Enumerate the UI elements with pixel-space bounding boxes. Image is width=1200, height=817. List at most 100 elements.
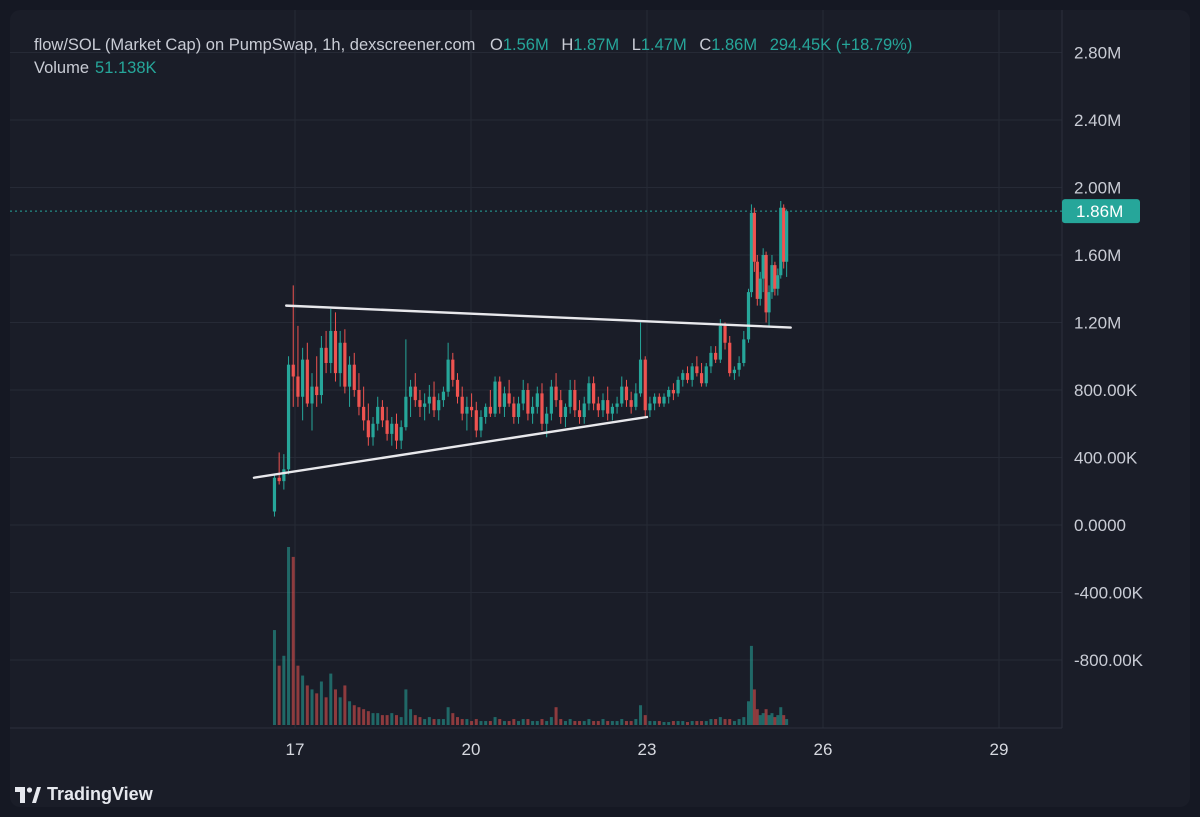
candle-body — [577, 410, 582, 417]
candle — [301, 347, 305, 421]
candle-body — [737, 363, 741, 370]
candle — [277, 452, 281, 485]
volume-bar — [690, 721, 694, 725]
volume-bar — [704, 721, 708, 725]
candle-body — [770, 265, 774, 293]
candle-body — [479, 417, 483, 431]
volume-bar — [662, 722, 666, 725]
candle-body — [742, 339, 746, 363]
volume-bar — [764, 709, 768, 725]
candle-body — [653, 396, 657, 404]
volume-bar — [695, 721, 699, 725]
candle-body — [746, 292, 751, 340]
volume-label: Volume — [34, 59, 90, 77]
volume-bars — [272, 547, 789, 725]
candle — [767, 285, 771, 326]
volume-bar — [742, 717, 746, 725]
volume-bar — [606, 721, 610, 725]
volume-bar — [380, 715, 384, 725]
candle — [380, 400, 385, 428]
candle-body — [676, 379, 680, 394]
candle — [773, 261, 777, 296]
candle-body — [681, 373, 685, 380]
candle — [718, 319, 722, 363]
candle-body — [634, 393, 638, 407]
volume-bar — [488, 721, 492, 725]
volume-bar — [357, 707, 361, 725]
tradingview-brand[interactable]: TradingView — [15, 784, 153, 805]
y-tick-label: 2.80M — [1074, 44, 1121, 63]
volume-bar — [752, 689, 756, 725]
volume-bar — [761, 713, 765, 725]
low-label: L — [631, 36, 641, 54]
volume-bar — [404, 689, 408, 725]
volume-bar — [348, 701, 352, 725]
candle — [357, 373, 361, 416]
candle-body — [535, 393, 539, 407]
candle — [329, 309, 333, 374]
candle — [521, 379, 525, 411]
candle-body — [465, 406, 469, 414]
volume-bar — [540, 719, 544, 725]
volume-bar — [409, 709, 413, 725]
candle-body — [662, 396, 666, 404]
candle — [540, 383, 544, 431]
candle-body — [399, 427, 403, 441]
volume-bar — [437, 719, 441, 725]
volume-bar — [526, 719, 530, 725]
candle-body — [573, 390, 577, 411]
volume-bar — [535, 721, 539, 725]
candle-body — [451, 359, 455, 380]
candle-body — [549, 386, 553, 414]
candle-body — [776, 275, 780, 289]
candle — [662, 393, 666, 407]
candle-body — [563, 406, 568, 417]
volume-bar — [366, 711, 370, 725]
candle — [488, 390, 492, 417]
candle-body — [723, 325, 727, 343]
brand-name: TradingView — [47, 784, 153, 804]
candle — [465, 396, 469, 431]
candle-body — [638, 359, 643, 394]
candle-body — [315, 386, 319, 396]
candle-body — [488, 406, 492, 414]
candle — [451, 352, 455, 387]
candle-body — [671, 390, 675, 394]
candle-body — [277, 477, 281, 482]
candle-body — [643, 359, 647, 411]
candle-body — [521, 390, 525, 404]
y-tick-label: 2.40M — [1074, 111, 1121, 130]
candle — [737, 356, 741, 377]
volume-bar — [319, 681, 323, 725]
volume-bar — [755, 709, 759, 725]
candle — [324, 330, 328, 374]
volume-bar — [498, 719, 502, 725]
last-price-tag-label: 1.86M — [1076, 202, 1123, 221]
volume-bar — [779, 707, 783, 725]
candle-body — [512, 403, 516, 417]
volume-bar — [629, 721, 633, 725]
volume-bar — [512, 719, 516, 725]
high-value: 1.87M — [573, 36, 620, 54]
volume-bar — [685, 722, 689, 725]
candle-body — [568, 390, 572, 407]
candle — [338, 330, 342, 387]
candle — [399, 420, 403, 450]
candle — [596, 396, 600, 417]
volume-bar — [592, 721, 596, 725]
candle — [606, 386, 610, 421]
candle — [761, 248, 765, 293]
candle — [776, 268, 780, 296]
price-chart[interactable]: 2.80M 2.40M 2.00M 1.60M 1.20M 800.00K 400.00K 0… — [10, 10, 1190, 807]
volume-bar — [282, 655, 286, 725]
candle-body — [657, 396, 661, 404]
candle-body — [347, 364, 352, 387]
candle-body — [404, 396, 408, 428]
candle — [573, 379, 577, 417]
candle — [582, 396, 586, 424]
candle-body — [394, 423, 399, 441]
volume-bar — [272, 630, 276, 725]
volume-bar — [296, 665, 300, 725]
candle — [728, 336, 732, 377]
candle — [629, 391, 633, 414]
